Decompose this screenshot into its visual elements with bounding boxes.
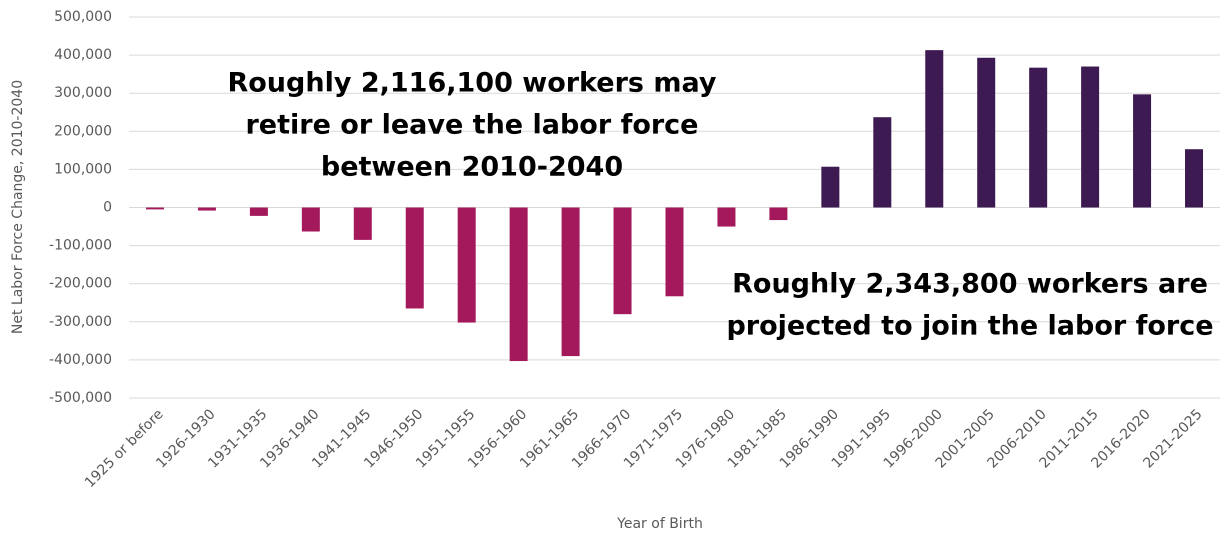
- bar: [301, 207, 320, 232]
- bar: [353, 207, 372, 240]
- x-axis-title: Year of Birth: [616, 516, 703, 532]
- y-tick-label: 400,000: [54, 47, 112, 63]
- y-tick-label: -300,000: [49, 314, 112, 330]
- y-tick-label: 0: [103, 200, 112, 216]
- y-tick-label: 500,000: [54, 9, 112, 25]
- bar: [1133, 94, 1152, 208]
- bar: [717, 207, 736, 227]
- bar: [1081, 66, 1100, 208]
- x-tick-label: 1925 or before: [82, 406, 167, 491]
- y-tick-label: -500,000: [49, 390, 112, 406]
- bar: [873, 117, 892, 208]
- annotation: between 2010-2040: [321, 152, 623, 183]
- annotation: retire or leave the labor force: [245, 110, 698, 141]
- bar: [405, 207, 424, 309]
- y-tick-label: 100,000: [54, 161, 112, 177]
- bar: [1029, 67, 1048, 208]
- bar: [769, 207, 788, 221]
- bar: [613, 207, 632, 315]
- y-tick-label: -100,000: [49, 238, 112, 254]
- bar: [145, 207, 164, 210]
- bar: [561, 207, 580, 357]
- bar: [925, 50, 944, 208]
- bar: [197, 207, 216, 211]
- bar: [1185, 149, 1204, 208]
- y-tick-label: 200,000: [54, 123, 112, 139]
- annotation: Roughly 2,116,100 workers may: [227, 68, 716, 99]
- bar: [821, 166, 840, 208]
- bar: [509, 207, 528, 362]
- y-tick-label: -200,000: [49, 276, 112, 292]
- bar: [665, 207, 684, 297]
- bar: [977, 57, 996, 208]
- annotation: projected to join the labor force: [726, 311, 1213, 342]
- bar: [457, 207, 476, 323]
- y-tick-label: 300,000: [54, 85, 112, 101]
- y-tick-label: -400,000: [49, 352, 112, 368]
- annotation: Roughly 2,343,800 workers are: [732, 269, 1208, 300]
- y-axis-title: Net Labor Force Change, 2010-2040: [10, 80, 26, 334]
- bar: [249, 207, 268, 216]
